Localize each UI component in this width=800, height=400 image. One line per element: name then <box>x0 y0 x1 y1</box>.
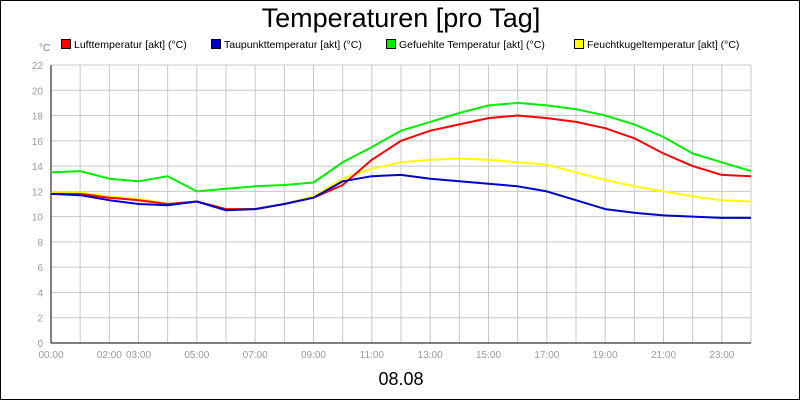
y-tick-label-12: 12 <box>32 187 44 198</box>
legend-item-taupunkttemperatur: Taupunkttemperatur [akt] (°C) <box>211 39 362 51</box>
y-tick-label-2: 2 <box>37 314 43 325</box>
legend-item-lufttemperatur: Lufttemperatur [akt] (°C) <box>61 39 187 51</box>
legend-swatch-gefuehlte-temperatur <box>386 39 396 49</box>
x-tick-label-0900: 09:00 <box>301 350 326 361</box>
x-tick-label-1100: 11:00 <box>360 350 385 361</box>
x-tick-label-0000: 00:00 <box>38 350 63 361</box>
legend-swatch-lufttemperatur <box>61 39 71 49</box>
x-tick-label-0300: 03:00 <box>126 350 151 361</box>
chart-title: Temperaturen [pro Tag] <box>261 3 541 33</box>
y-tick-label-20: 20 <box>32 86 44 97</box>
y-tick-label-0: 0 <box>37 339 43 350</box>
x-tick-label-0200: 02:00 <box>97 350 122 361</box>
y-tick-label-16: 16 <box>32 137 44 148</box>
x-tick-label-1900: 19:00 <box>593 350 618 361</box>
series-line-gefuehlte-temperatur <box>50 101 752 193</box>
legend-item-feuchtkugeltemperatur: Feuchtkugeltemperatur [akt] (°C) <box>574 39 739 51</box>
x-tick-label-1500: 15:00 <box>476 350 501 361</box>
legend-label-lufttemperatur: Lufttemperatur [akt] (°C) <box>74 39 187 51</box>
y-axis-unit: °C <box>39 43 51 54</box>
y-tick-label-18: 18 <box>32 112 44 123</box>
y-tick-label-14: 14 <box>32 162 44 173</box>
y-tick-label-22: 22 <box>32 61 44 72</box>
x-tick-label-2300: 23:00 <box>709 350 734 361</box>
date-label: 08.08 <box>378 369 424 389</box>
x-tick-label-1300: 13:00 <box>418 350 443 361</box>
legend-swatch-feuchtkugeltemperatur <box>574 39 584 49</box>
y-tick-label-4: 4 <box>37 288 43 299</box>
y-tick-label-6: 6 <box>37 263 43 274</box>
legend-item-gefuehlte-temperatur: Gefuehlte Temperatur [akt] (°C) <box>386 39 545 51</box>
legend-label-gefuehlte-temperatur: Gefuehlte Temperatur [akt] (°C) <box>399 39 545 51</box>
legend-label-taupunkttemperatur: Taupunkttemperatur [akt] (°C) <box>224 39 362 51</box>
x-tick-label-0700: 07:00 <box>243 350 268 361</box>
series-line-lufttemperatur <box>51 114 752 211</box>
x-tick-label-0500: 05:00 <box>184 350 209 361</box>
legend-label-feuchtkugeltemperatur: Feuchtkugeltemperatur [akt] (°C) <box>587 39 740 51</box>
x-tick-label-1700: 17:00 <box>534 350 559 361</box>
y-tick-label-8: 8 <box>37 238 43 249</box>
y-tick-label-10: 10 <box>32 213 44 224</box>
series-line-taupunkttemperatur <box>50 173 751 219</box>
legend-swatch-taupunkttemperatur <box>211 39 221 49</box>
x-tick-label-2100: 21:00 <box>651 350 676 361</box>
